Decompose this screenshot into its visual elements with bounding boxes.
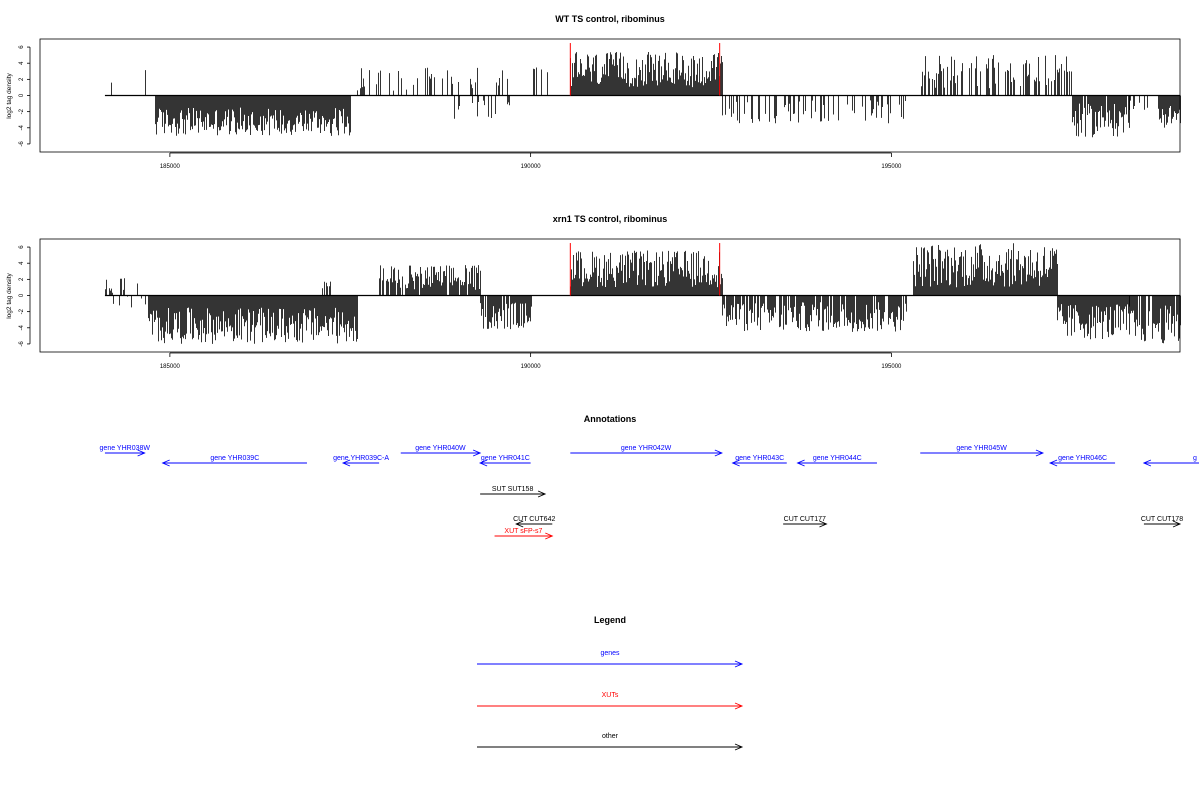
feature-label: gene YHR040W [415, 445, 466, 452]
legend-arrowhead [734, 743, 744, 751]
annotation-feature: CUT CUT178 [1141, 516, 1183, 528]
annotation-features: gene YHR038W gene YHR039C gene YHR039C-A ge… [100, 445, 1199, 540]
feature-label: gene YHR041C [481, 455, 530, 462]
annotation-feature: gene YHR042W [570, 445, 723, 457]
feature-arrowhead [731, 459, 740, 467]
feature-arrowhead [515, 520, 524, 528]
y-tick-label: -2 [19, 308, 25, 314]
feature-label: gene YHR042W [621, 445, 672, 452]
x-tick-label: 185000 [160, 164, 181, 170]
wt-panel-ylabel: log2 tag density [6, 72, 13, 118]
legend-entry: XUTs [477, 692, 744, 710]
annotation-feature: gene YHR038W [100, 445, 151, 457]
y-tick-label: 0 [19, 293, 25, 297]
y-tick-label: 0 [19, 93, 25, 97]
feature-arrowhead [545, 532, 554, 540]
annotation-feature: gene YHR046C [1048, 455, 1116, 467]
legend: Legend genes XUTs other [477, 615, 744, 751]
feature-arrowhead [714, 449, 723, 457]
feature-arrowhead [137, 449, 146, 457]
feature-arrowhead [537, 490, 547, 498]
annotation-feature: gene YHR039C-A [333, 455, 389, 467]
feature-label: gene YHR044C [813, 455, 862, 462]
xrn1-panel: xrn1 TS control, ribominus log2 tag dens… [6, 214, 1181, 370]
annotation-feature: XUT sFP-s7 [494, 528, 554, 540]
legend-items: genes XUTs other [477, 650, 744, 751]
feature-arrowhead [819, 520, 828, 528]
feature-label: gene YHR038W [100, 445, 151, 452]
y-tick-label: -4 [19, 124, 25, 130]
annotation-feature: g [1142, 455, 1199, 467]
wt-panel-xaxis: 185000 190000 195000 [160, 152, 902, 170]
xrn1-panel-ylabel: log2 tag density [6, 272, 13, 318]
feature-arrowhead [341, 459, 351, 467]
feature-label: gene YHR046C [1058, 455, 1107, 462]
feature-arrowhead [796, 459, 805, 467]
y-tick-label: 4 [19, 61, 25, 65]
annotation-feature: gene YHR043C [731, 455, 787, 467]
x-tick-label: 195000 [881, 364, 902, 370]
xrn1-panel-marks [104, 243, 1181, 344]
y-tick-label: 4 [19, 261, 25, 265]
annotation-feature: gene YHR044C [796, 455, 877, 467]
legend-title: Legend [594, 615, 626, 625]
xrn1-panel-xaxis: 185000 190000 195000 [160, 352, 902, 370]
feature-arrowhead [161, 459, 170, 467]
y-tick-label: -4 [19, 324, 25, 330]
legend-arrowhead [734, 660, 744, 668]
feature-arrowhead [1048, 459, 1058, 467]
x-tick-label: 190000 [521, 164, 542, 170]
x-tick-label: 190000 [521, 364, 542, 370]
annotation-feature: gene YHR041C [478, 455, 531, 467]
x-tick-label: 195000 [881, 164, 902, 170]
annotation-feature: SUT SUT158 [480, 486, 547, 498]
wt-panel-marks [104, 43, 1181, 138]
feature-label: gene YHR039C-A [333, 455, 389, 462]
feature-arrowhead [472, 449, 482, 457]
feature-label: gene YHR043C [735, 455, 784, 462]
feature-label: XUT sFP-s7 [504, 528, 542, 535]
annotation-feature: gene YHR039C [161, 455, 307, 467]
wt-panel: WT TS control, ribominus log2 tag densit… [6, 14, 1181, 170]
feature-label: g [1193, 455, 1197, 462]
feature-arrowhead [1142, 459, 1152, 467]
feature-label: SUT SUT158 [492, 486, 534, 493]
legend-entry: other [477, 733, 744, 751]
y-tick-label: -6 [19, 341, 25, 347]
y-tick-label: 6 [19, 245, 25, 249]
y-tick-label: 6 [19, 45, 25, 49]
feature-label: CUT CUT177 [784, 516, 826, 523]
legend-label: genes [600, 650, 620, 657]
feature-label: CUT CUT642 [513, 516, 555, 523]
feature-arrowhead [1172, 520, 1182, 528]
feature-label: gene YHR039C [210, 455, 259, 462]
legend-entry: genes [477, 650, 744, 668]
annotation-feature: gene YHR045W [920, 445, 1045, 457]
feature-arrowhead [478, 459, 488, 467]
annotation-feature: CUT CUT177 [783, 516, 828, 528]
annotations-title: Annotations [584, 414, 637, 424]
y-tick-label: -6 [19, 141, 25, 147]
wt-panel-yaxis: -6 -4 -2 0 2 4 6 [19, 45, 31, 147]
y-tick-label: 2 [19, 77, 25, 81]
feature-arrowhead [1035, 449, 1045, 457]
y-tick-label: -2 [19, 108, 25, 114]
feature-label: gene YHR045W [956, 445, 1007, 452]
xrn1-panel-yaxis: -6 -4 -2 0 2 4 6 [19, 245, 31, 347]
y-tick-label: 2 [19, 277, 25, 281]
annotation-feature: CUT CUT642 [513, 516, 555, 528]
wt-panel-title: WT TS control, ribominus [555, 14, 665, 24]
feature-label: CUT CUT178 [1141, 516, 1183, 523]
legend-arrowhead [734, 702, 744, 710]
legend-label: other [602, 733, 619, 740]
xrn1-panel-title: xrn1 TS control, ribominus [553, 214, 668, 224]
annotation-feature: gene YHR040W [400, 445, 482, 457]
x-tick-label: 185000 [160, 364, 181, 370]
legend-label: XUTs [602, 692, 619, 699]
